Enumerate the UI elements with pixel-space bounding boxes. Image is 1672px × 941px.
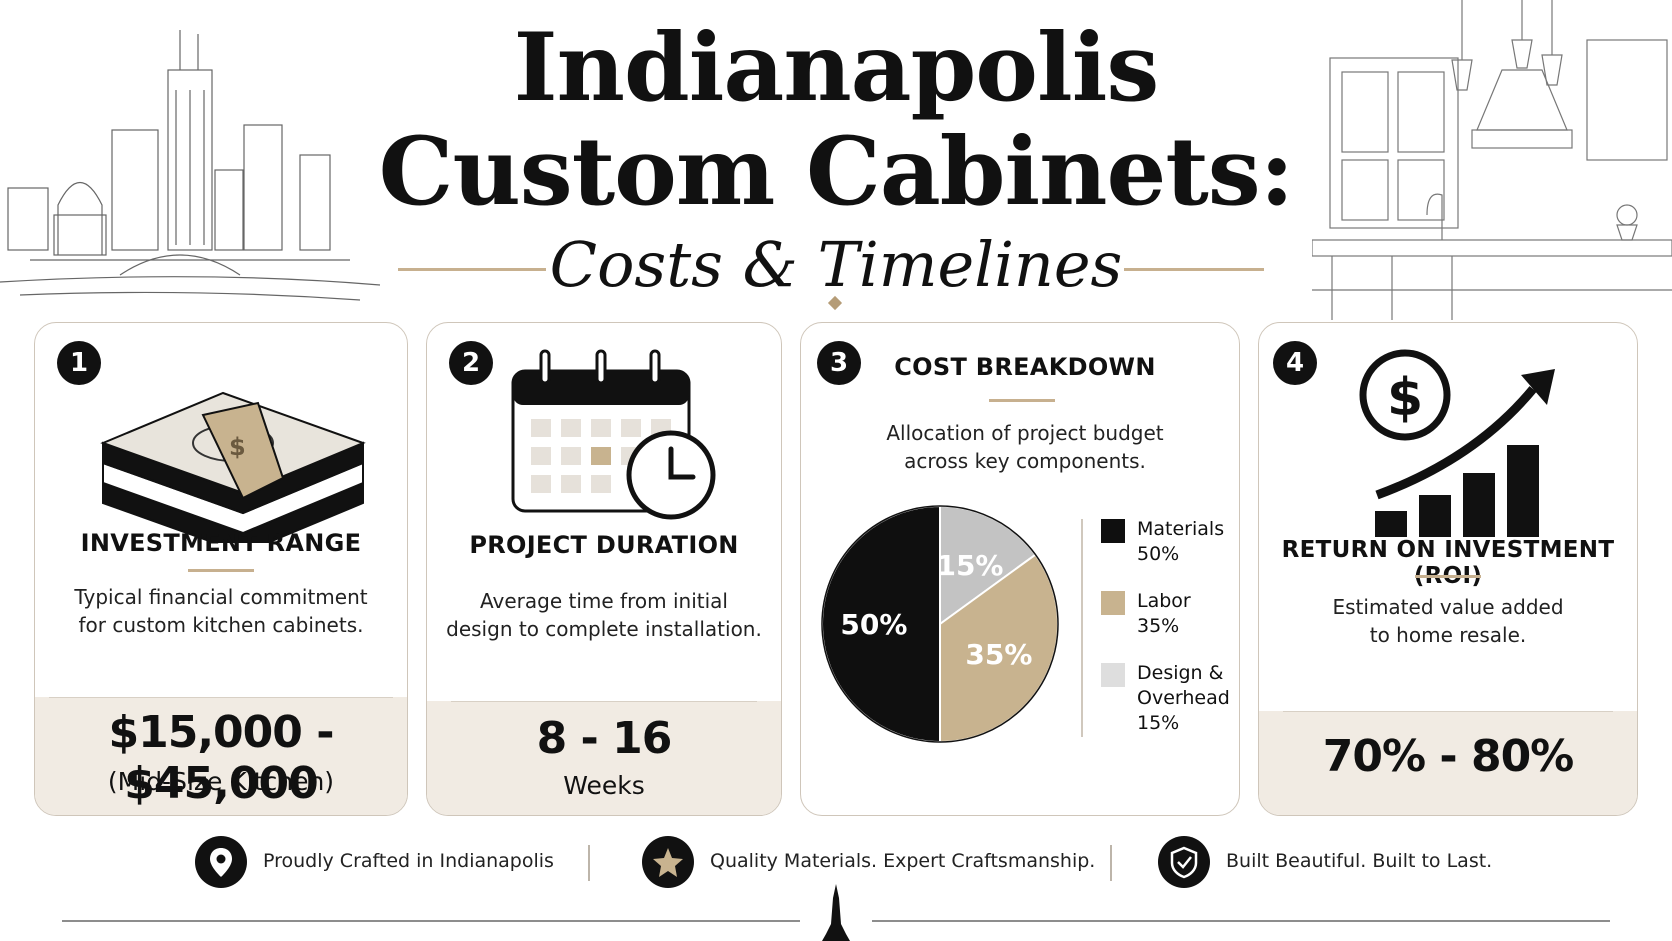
legend-value: 50% xyxy=(1137,543,1180,565)
card-number-badge: 3 xyxy=(817,341,861,385)
card-value-panel: 70% - 80% xyxy=(1259,711,1637,815)
skyline-sketch xyxy=(0,30,381,301)
card-heading-underline xyxy=(989,399,1055,402)
pie-legend: Materials 50% Labor 35% Design & Overhead 15% xyxy=(1097,517,1237,747)
location-pin-icon xyxy=(210,848,232,877)
dollar-growth-icon: $ xyxy=(1359,349,1555,537)
card-heading: INVESTMENT RANGE xyxy=(80,529,362,557)
subtitle-rule-left xyxy=(398,268,546,271)
star-icon xyxy=(653,848,683,877)
card-separator xyxy=(49,697,393,698)
legend-name: Materials xyxy=(1137,518,1225,540)
duration-value: 8 - 16 xyxy=(536,713,673,764)
svg-text:$: $ xyxy=(1387,368,1423,428)
card-cost-breakdown: 3 COST BREAKDOWN Allocation of project b… xyxy=(800,322,1240,816)
card-description-line-2: design to complete installation. xyxy=(446,617,762,641)
card-heading: COST BREAKDOWN xyxy=(894,353,1156,381)
subtitle-rule-right xyxy=(1124,268,1264,271)
legend-swatch xyxy=(1101,519,1125,543)
footer-item-icon-1 xyxy=(195,836,247,888)
card-description-line-1: Allocation of project budget xyxy=(886,421,1164,445)
legend-name: Overhead xyxy=(1137,687,1230,709)
card-description-line-2: for custom kitchen cabinets. xyxy=(78,613,364,637)
cost-pie-chart: 50% 15% 35% xyxy=(821,504,1059,744)
card-roi: 4 $ RETURN ON INVESTMENT (ROI) Estimated… xyxy=(1258,322,1638,816)
legend-name: Design & xyxy=(1137,662,1224,684)
pie-outline xyxy=(821,505,1059,743)
card-heading-underline xyxy=(1415,575,1481,578)
legend-name: Labor xyxy=(1137,590,1191,612)
card-number-badge: 4 xyxy=(1273,341,1317,385)
roi-value: 70% - 80% xyxy=(1322,731,1575,782)
legend-swatch xyxy=(1101,663,1125,687)
pie-label: 50% xyxy=(840,608,907,641)
card-value-panel: $15,000 - $45,000 (Mid-Size Kitchen) xyxy=(35,697,407,815)
card-description-line-2: across key components. xyxy=(904,449,1146,473)
monument-icon xyxy=(822,884,850,941)
card-separator xyxy=(1283,711,1613,712)
pie-label: 35% xyxy=(965,638,1032,671)
card-number-badge: 1 xyxy=(57,341,101,385)
card-description-line-1: Estimated value added xyxy=(1332,595,1564,619)
legend-label: Materials 50% xyxy=(1137,517,1224,567)
footer-item-icon-2 xyxy=(642,836,694,888)
legend-value: 35% xyxy=(1137,615,1180,637)
subtitle: Costs & Timelines xyxy=(549,228,1123,301)
legend-swatch xyxy=(1101,591,1125,615)
card-value-panel: 8 - 16 Weeks xyxy=(427,701,781,815)
card-project-duration: 2 PROJECT DURATION Average time from ini… xyxy=(426,322,782,816)
investment-note: (Mid-Size Kitchen) xyxy=(107,767,335,796)
title-line-1: Indianapolis xyxy=(513,13,1160,123)
card-investment-range: 1 $ INVESTMENT RANGE Typical financial c… xyxy=(34,322,408,816)
pie-label: 15% xyxy=(936,549,1003,582)
card-description-line-2: to home resale. xyxy=(1369,623,1527,647)
card-heading: RETURN ON INVESTMENT (ROI) xyxy=(1281,537,1615,589)
duration-unit: Weeks xyxy=(563,771,645,800)
footer-divider xyxy=(1110,845,1112,881)
footer-text-3: Built Beautiful. Built to Last. xyxy=(1226,850,1493,872)
card-number-badge: 2 xyxy=(449,341,493,385)
money-stack-icon: $ xyxy=(100,391,366,543)
footer-text-2: Quality Materials. Expert Craftsmanship. xyxy=(710,850,1096,872)
legend-value: 15% xyxy=(1137,712,1180,734)
legend-label: Design & Overhead 15% xyxy=(1137,661,1230,736)
card-heading: PROJECT DURATION xyxy=(469,531,739,559)
title-line-2: Custom Cabinets: xyxy=(378,117,1295,227)
svg-text:$: $ xyxy=(229,433,246,461)
card-description-line-1: Typical financial commitment xyxy=(74,585,368,609)
card-separator xyxy=(451,701,757,702)
legend-label: Labor 35% xyxy=(1137,589,1191,639)
kitchen-sketch xyxy=(1312,0,1672,320)
card-description-line-1: Average time from initial xyxy=(480,589,728,613)
investment-value: $15,000 - $45,000 xyxy=(108,707,335,809)
legend-divider xyxy=(1081,519,1083,737)
footer-text-1: Proudly Crafted in Indianapolis xyxy=(263,850,554,872)
shield-check-icon xyxy=(1170,846,1198,879)
card-heading-underline xyxy=(188,569,254,572)
footer-divider xyxy=(588,845,590,881)
footer-item-icon-3 xyxy=(1158,836,1210,888)
calendar-clock-icon xyxy=(511,349,716,520)
